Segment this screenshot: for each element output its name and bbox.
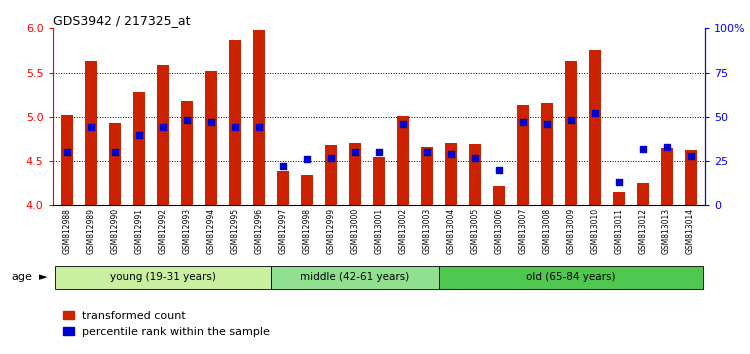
Point bbox=[613, 179, 625, 185]
Point bbox=[301, 156, 313, 162]
Bar bbox=[181, 101, 193, 205]
Bar bbox=[61, 115, 73, 205]
Bar bbox=[349, 143, 361, 205]
Bar bbox=[229, 40, 241, 205]
Point bbox=[421, 149, 433, 155]
Bar bbox=[565, 61, 577, 205]
Point bbox=[157, 125, 169, 130]
Bar bbox=[637, 183, 649, 205]
Point bbox=[61, 149, 73, 155]
Text: age: age bbox=[11, 272, 32, 282]
Text: middle (42-61 years): middle (42-61 years) bbox=[300, 272, 410, 282]
Bar bbox=[109, 123, 121, 205]
Point bbox=[517, 119, 529, 125]
Text: ►: ► bbox=[39, 272, 47, 282]
Point bbox=[253, 125, 265, 130]
Bar bbox=[421, 147, 433, 205]
Bar bbox=[469, 144, 481, 205]
Point bbox=[373, 149, 385, 155]
Point bbox=[469, 155, 481, 160]
Point bbox=[277, 164, 289, 169]
Bar bbox=[85, 61, 97, 205]
Point bbox=[325, 155, 337, 160]
Point bbox=[85, 125, 97, 130]
Point bbox=[589, 110, 601, 116]
Legend: transformed count, percentile rank within the sample: transformed count, percentile rank withi… bbox=[58, 307, 274, 341]
Point bbox=[181, 118, 193, 123]
Point bbox=[661, 144, 673, 150]
Bar bbox=[133, 92, 145, 205]
Bar bbox=[373, 157, 385, 205]
Bar bbox=[253, 30, 265, 205]
Point bbox=[493, 167, 505, 173]
Point bbox=[637, 146, 649, 152]
Point bbox=[541, 121, 553, 127]
Point bbox=[397, 121, 409, 127]
Bar bbox=[277, 171, 289, 205]
Bar bbox=[661, 148, 673, 205]
Bar bbox=[541, 103, 553, 205]
Point bbox=[445, 151, 457, 157]
Point bbox=[349, 149, 361, 155]
Bar bbox=[685, 150, 697, 205]
Point bbox=[685, 153, 697, 159]
Point bbox=[205, 119, 217, 125]
Bar bbox=[271, 266, 439, 289]
Bar bbox=[157, 65, 169, 205]
Point bbox=[133, 132, 145, 137]
Bar bbox=[439, 266, 703, 289]
Bar bbox=[445, 143, 457, 205]
Text: GDS3942 / 217325_at: GDS3942 / 217325_at bbox=[53, 14, 190, 27]
Bar bbox=[55, 266, 271, 289]
Point bbox=[229, 125, 241, 130]
Bar bbox=[301, 175, 313, 205]
Bar bbox=[517, 105, 529, 205]
Bar bbox=[493, 186, 505, 205]
Text: old (65-84 years): old (65-84 years) bbox=[526, 272, 616, 282]
Point bbox=[565, 118, 577, 123]
Bar bbox=[205, 71, 217, 205]
Bar bbox=[325, 145, 337, 205]
Bar bbox=[397, 116, 409, 205]
Bar bbox=[613, 192, 625, 205]
Bar bbox=[589, 51, 601, 205]
Text: young (19-31 years): young (19-31 years) bbox=[110, 272, 216, 282]
Point bbox=[109, 149, 121, 155]
